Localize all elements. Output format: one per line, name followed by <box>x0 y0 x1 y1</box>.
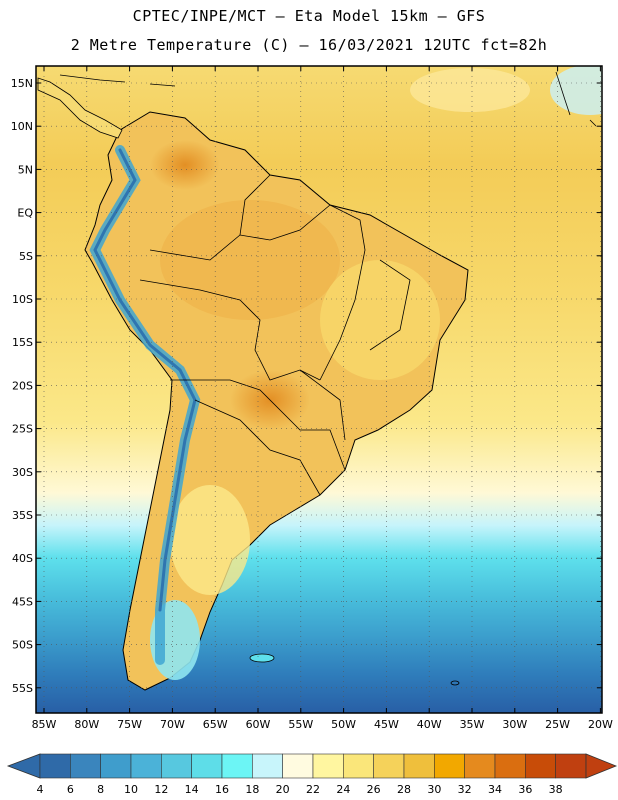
lon-tick-label: 20W <box>588 718 613 731</box>
lon-tick-label: 50W <box>331 718 356 731</box>
falkland-islands <box>249 653 275 663</box>
colorbar-swatch <box>494 753 526 779</box>
lat-tick-label: 20S <box>12 379 33 392</box>
map-frame <box>35 65 603 714</box>
lat-tick-label: 15S <box>12 336 33 349</box>
colorbar-swatch <box>555 753 587 779</box>
colorbar-swatch <box>282 753 314 779</box>
longitude-axis: 85W 80W 75W 70W 65W 60W 55W 50W 45W 40W 35W 30W 25W 2… <box>32 66 613 731</box>
lon-tick-label: 35W <box>460 718 485 731</box>
map-title-line2: 2 Metre Temperature (C) – 16/03/2021 12U… <box>70 36 548 54</box>
andes-core-band <box>93 148 197 612</box>
lon-tick-label: 45W <box>374 718 399 731</box>
lat-tick-label: 50S <box>12 639 33 652</box>
colorbar-swatch <box>464 753 496 779</box>
colorbar-label: 8 <box>97 783 104 796</box>
lon-tick-label: 40W <box>417 718 442 731</box>
amazon-warm-zone <box>160 200 340 320</box>
colorbar-label: 36 <box>518 783 532 796</box>
colorbar-swatch <box>100 753 132 779</box>
lat-tick-label: 30S <box>12 466 33 479</box>
colorbar-label: 26 <box>367 783 381 796</box>
south-georgia-island <box>450 680 460 686</box>
lon-tick-label: 55W <box>288 718 313 731</box>
colorbar-label: 12 <box>154 783 168 796</box>
lat-tick-label: 10S <box>12 293 33 306</box>
colorbar-label: 22 <box>306 783 320 796</box>
colorbar-label: 20 <box>276 783 290 796</box>
colorbar-swatch <box>70 753 101 779</box>
lat-tick-label: 5S <box>19 250 33 263</box>
caribbean-islands <box>59 71 597 127</box>
colorbar-swatch <box>434 753 465 779</box>
colorbar-label: 16 <box>215 783 229 796</box>
lon-tick-label: 70W <box>160 718 185 731</box>
lat-tick-label: 55S <box>12 682 33 695</box>
colorbar-swatch <box>161 753 192 779</box>
caribbean-cool-patch <box>550 66 602 115</box>
colorbar-swatch <box>130 753 162 779</box>
temperature-colorbar: 4 6 8 10 12 14 16 18 20 22 24 26 28 30 32 34 36 38 <box>6 753 618 796</box>
colorbar-swatch <box>221 753 253 779</box>
colorbar-label: 6 <box>67 783 74 796</box>
lon-tick-label: 65W <box>203 718 228 731</box>
patagonia-mild-zone <box>170 485 250 595</box>
lon-tick-label: 85W <box>32 718 57 731</box>
lat-tick-label: 40S <box>12 552 33 565</box>
colorbar-label: 30 <box>427 783 441 796</box>
colorbar-swatch <box>252 753 283 779</box>
colorbar-label: 38 <box>549 783 563 796</box>
map-plot-area <box>36 66 602 713</box>
lat-tick-label: 15N <box>11 77 33 90</box>
colorbar-min-arrow <box>6 753 41 779</box>
colorbar-label: 32 <box>458 783 472 796</box>
brazil-plateau-zone <box>320 260 440 380</box>
colorbar-swatch <box>312 753 344 779</box>
lon-tick-label: 80W <box>74 718 99 731</box>
lon-tick-label: 30W <box>502 718 527 731</box>
lon-tick-label: 75W <box>117 718 142 731</box>
colorbar-label: 18 <box>245 783 259 796</box>
lat-tick-label: 45S <box>12 595 33 608</box>
colorbar-swatch <box>525 753 556 779</box>
central-america-land <box>37 77 123 139</box>
lon-tick-label: 60W <box>246 718 271 731</box>
colorbar-swatch <box>373 753 405 779</box>
colorbar-label: 28 <box>397 783 411 796</box>
lat-tick-label: 10N <box>11 120 33 133</box>
colorbar-label: 24 <box>336 783 350 796</box>
colorbar-max-arrow <box>585 753 618 779</box>
colorbar-swatch <box>39 753 71 779</box>
lat-tick-label: EQ <box>17 207 33 220</box>
venezuela-hot-zone <box>150 140 220 190</box>
lon-tick-label: 25W <box>545 718 570 731</box>
latitude-axis: 15N 10N 5N EQ 5S 10S 15S 20S 25S 30S 35S 40S 45S 50S 5… <box>11 77 602 695</box>
colorbar-label: 34 <box>488 783 502 796</box>
colorbar-swatch <box>191 753 223 779</box>
lat-tick-label: 5N <box>18 163 33 176</box>
colorbar-label: 4 <box>37 783 44 796</box>
colorbar-swatch <box>343 753 374 779</box>
lat-tick-label: 35S <box>12 509 33 522</box>
lat-tick-label: 25S <box>12 423 33 436</box>
colorbar-label: 14 <box>185 783 199 796</box>
caribbean-warm-patch <box>410 68 530 112</box>
colorbar-label: 10 <box>124 783 138 796</box>
colorbar-swatch <box>403 753 435 779</box>
map-title-line1: CPTEC/INPE/MCT – Eta Model 15km – GFS <box>132 7 486 25</box>
